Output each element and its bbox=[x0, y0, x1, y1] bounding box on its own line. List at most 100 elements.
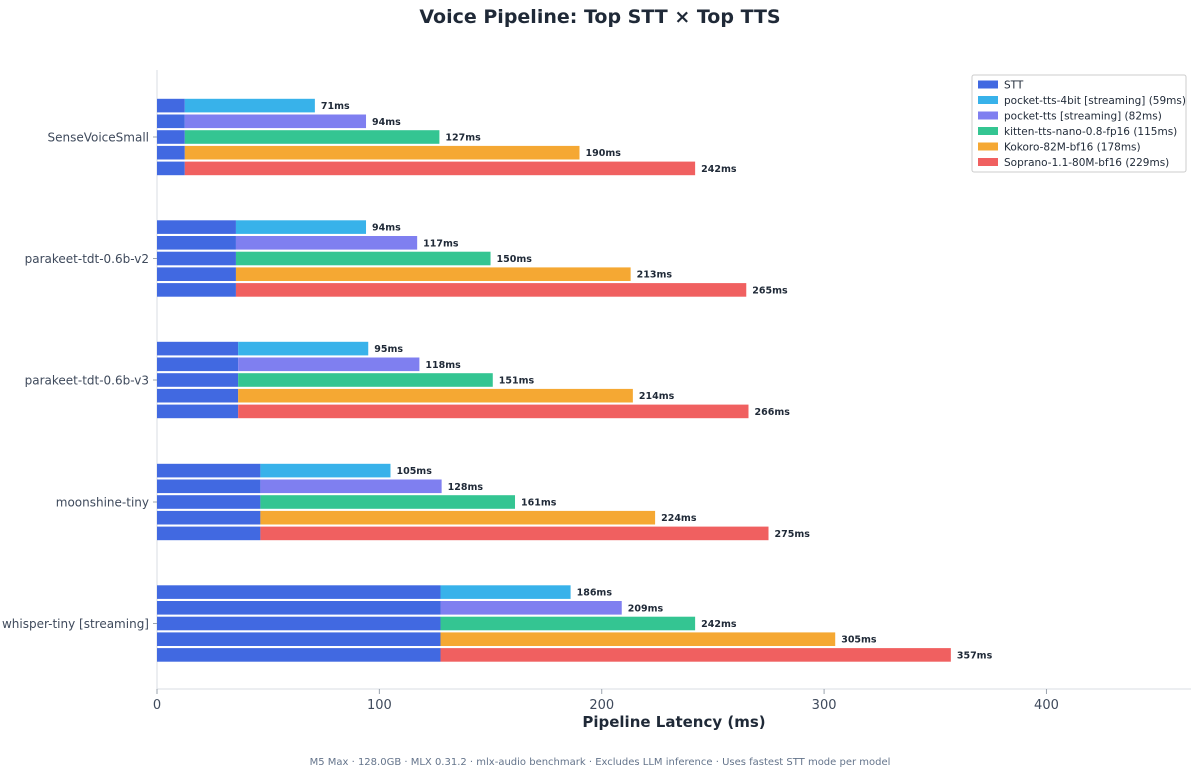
stt-bar-segment bbox=[157, 648, 441, 662]
bar-value-label: 71ms bbox=[321, 101, 350, 112]
bar-value-label: 265ms bbox=[752, 285, 788, 296]
tts-bar-segment bbox=[440, 601, 622, 615]
stt-bar-segment bbox=[157, 495, 261, 509]
stt-bar-segment bbox=[157, 236, 236, 250]
tts-bar-segment bbox=[260, 510, 656, 525]
bar-value-label: 242ms bbox=[701, 164, 737, 175]
legend: STT pocket-tts-4bit [streaming] (59ms) poc… bbox=[971, 74, 1187, 173]
stt-bar-segment bbox=[157, 341, 239, 356]
stt-bar-segment bbox=[157, 98, 185, 113]
stt-bar-segment bbox=[157, 388, 239, 403]
y-tick-label: parakeet-tdt-0.6b-v2 bbox=[25, 252, 149, 266]
legend-swatch bbox=[978, 111, 998, 120]
legend-swatch bbox=[978, 127, 998, 135]
bar-value-label: 209ms bbox=[628, 603, 664, 614]
tts-bar-segment bbox=[440, 616, 696, 631]
stt-bar-segment bbox=[157, 601, 441, 615]
tts-bar-segment bbox=[184, 114, 367, 129]
tts-bar-segment bbox=[235, 220, 367, 234]
stt-bar-segment bbox=[157, 130, 185, 144]
stt-bar-segment bbox=[157, 220, 236, 234]
tts-bar-segment bbox=[238, 404, 749, 419]
legend-swatch bbox=[978, 158, 998, 166]
bar-value-label: 151ms bbox=[499, 376, 535, 387]
tts-bar-segment bbox=[440, 632, 836, 646]
tts-bar-segment bbox=[235, 283, 747, 297]
stt-bar-segment bbox=[157, 145, 185, 160]
tts-bar-segment bbox=[238, 388, 633, 403]
bar-value-label: 94ms bbox=[372, 117, 401, 128]
bar-value-label: 190ms bbox=[585, 148, 621, 159]
legend-label: pocket-tts [streaming] (82ms) bbox=[1004, 111, 1162, 123]
tts-bar-segment bbox=[235, 251, 491, 266]
bar-value-label: 105ms bbox=[396, 466, 432, 477]
bar-value-label: 186ms bbox=[577, 588, 613, 599]
legend-label: Soprano-1.1-80M-bf16 (229ms) bbox=[1004, 157, 1169, 169]
tts-bar-segment bbox=[260, 479, 442, 494]
bar-value-labels: 71ms 94ms 127ms 190ms 242ms 94ms 117ms 150ms 213… bbox=[321, 101, 993, 661]
bar-value-label: 117ms bbox=[423, 238, 459, 249]
legend-label: Kokoro-82M-bf16 (178ms) bbox=[1004, 142, 1141, 154]
stt-bar-segment bbox=[157, 114, 185, 129]
bar-value-label: 150ms bbox=[497, 254, 533, 265]
tts-bar-segment bbox=[260, 526, 769, 541]
stt-bar-segment bbox=[157, 616, 441, 631]
stt-bar-segment bbox=[157, 267, 236, 281]
chart-title: Voice Pipeline: Top STT × Top TTS bbox=[419, 6, 780, 28]
y-tick-label: moonshine-tiny bbox=[56, 496, 149, 510]
y-axis-ticks: SenseVoiceSmall parakeet-tdt-0.6b-v2 parak… bbox=[2, 131, 157, 631]
x-tick-label: 200 bbox=[589, 698, 614, 713]
legend-label: kitten-tts-nano-0.8-fp16 (115ms) bbox=[1004, 126, 1177, 138]
tts-bar-segment bbox=[260, 463, 391, 478]
bar-value-label: 275ms bbox=[775, 529, 811, 540]
x-axis-label: Pipeline Latency (ms) bbox=[582, 713, 765, 731]
stt-bar-segment bbox=[157, 283, 236, 297]
bar-value-label: 305ms bbox=[841, 635, 877, 646]
stt-bar-segment bbox=[157, 373, 239, 387]
bars bbox=[157, 98, 951, 662]
bar-value-label: 242ms bbox=[701, 619, 737, 630]
tts-bar-segment bbox=[235, 236, 418, 250]
tts-bar-segment bbox=[184, 98, 315, 113]
y-tick-label: whisper-tiny [streaming] bbox=[2, 617, 149, 631]
bar-value-label: 127ms bbox=[445, 133, 481, 144]
stt-bar-segment bbox=[157, 404, 239, 419]
legend-label: pocket-tts-4bit [streaming] (59ms) bbox=[1004, 95, 1186, 107]
x-tick-label: 0 bbox=[153, 698, 161, 713]
legend-swatch bbox=[978, 80, 998, 89]
bar-value-label: 224ms bbox=[661, 513, 697, 524]
tts-bar-segment bbox=[184, 130, 440, 144]
bar-value-label: 266ms bbox=[754, 407, 790, 418]
bar-value-label: 95ms bbox=[374, 344, 403, 355]
stt-bar-segment bbox=[157, 585, 441, 599]
tts-bar-segment bbox=[184, 161, 696, 176]
bar-value-label: 128ms bbox=[448, 482, 484, 493]
stt-bar-segment bbox=[157, 357, 239, 372]
bar-value-label: 214ms bbox=[639, 391, 675, 402]
bar-value-label: 213ms bbox=[637, 270, 673, 281]
legend-swatch bbox=[978, 96, 998, 104]
footnote: M5 Max · 128.0GB · MLX 0.31.2 · mlx-audi… bbox=[310, 757, 891, 768]
x-tick-label: 400 bbox=[1034, 698, 1059, 713]
tts-bar-segment bbox=[260, 495, 516, 509]
tts-bar-segment bbox=[238, 341, 369, 356]
x-tick-label: 300 bbox=[812, 698, 837, 713]
legend-box bbox=[971, 74, 1187, 173]
bar-value-label: 94ms bbox=[372, 223, 401, 234]
tts-bar-segment bbox=[238, 357, 420, 372]
y-tick-label: SenseVoiceSmall bbox=[47, 131, 149, 145]
stt-bar-segment bbox=[157, 632, 441, 646]
stt-bar-segment bbox=[157, 463, 261, 478]
bar-value-label: 357ms bbox=[957, 650, 993, 661]
tts-bar-segment bbox=[184, 145, 580, 160]
legend-swatch bbox=[978, 142, 998, 151]
stt-bar-segment bbox=[157, 510, 261, 525]
stt-bar-segment bbox=[157, 526, 261, 541]
tts-bar-segment bbox=[235, 267, 631, 281]
tts-bar-segment bbox=[440, 648, 951, 662]
bar-value-label: 161ms bbox=[521, 498, 557, 509]
stt-bar-segment bbox=[157, 251, 236, 266]
bar-value-label: 118ms bbox=[425, 360, 461, 371]
x-tick-label: 100 bbox=[367, 698, 392, 713]
